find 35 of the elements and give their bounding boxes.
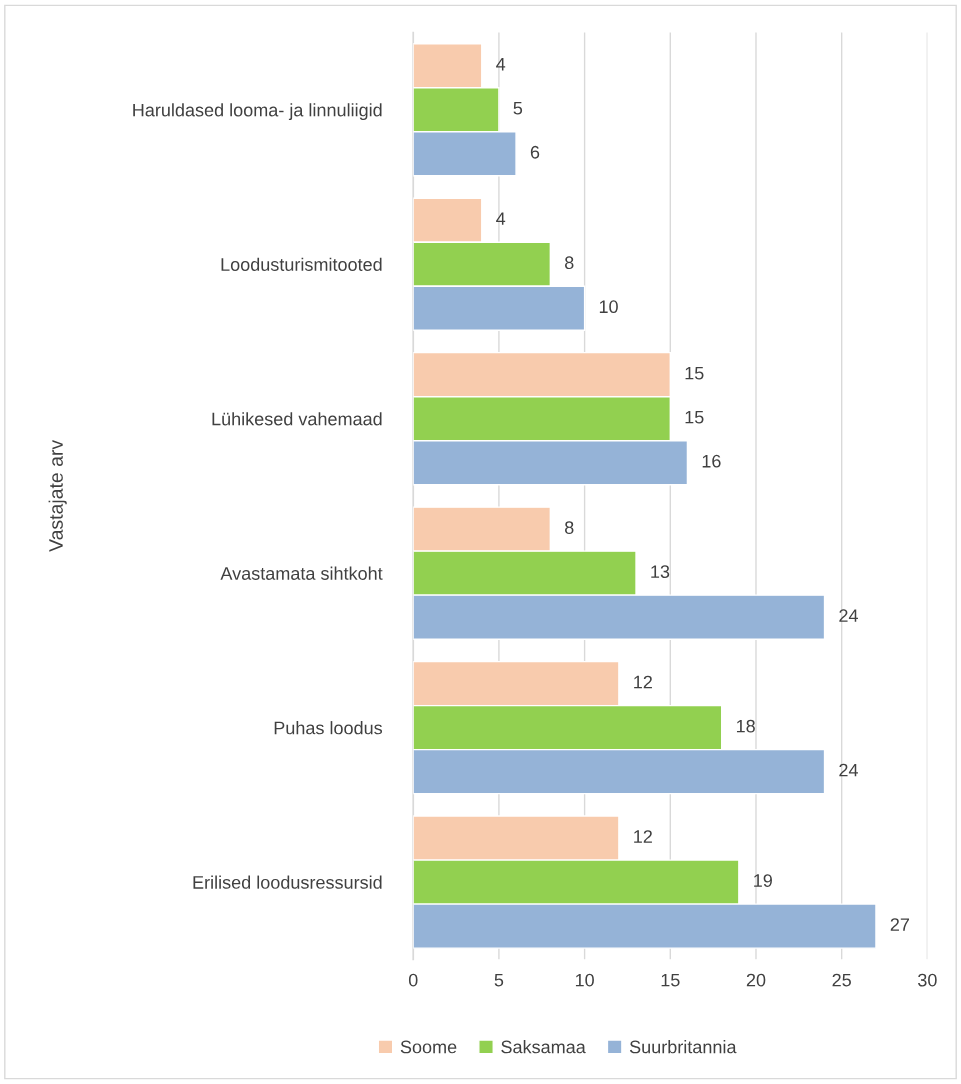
y-tick-label: Puhas loodus xyxy=(274,721,383,735)
data-label: 6 xyxy=(530,145,540,159)
data-label: 24 xyxy=(839,609,858,622)
data-label: 12 xyxy=(634,675,652,689)
x-tick-label: 5 xyxy=(494,973,504,987)
x-tick-label: 0 xyxy=(408,973,418,987)
x-tick-label: 25 xyxy=(832,973,851,987)
data-label: 13 xyxy=(651,565,670,579)
legend-label: Saksamaa xyxy=(501,1040,586,1054)
data-label: 15 xyxy=(685,366,704,380)
x-tick-label: 30 xyxy=(918,973,937,987)
x-tick-label: 20 xyxy=(746,973,766,987)
x-tick-label: 15 xyxy=(661,973,680,987)
y-axis-title: Vastajate arv xyxy=(48,439,67,552)
y-tick-label: Erilised loodusressursid xyxy=(193,875,382,889)
y-tick-label: Avastamata sihtkoht xyxy=(220,566,383,580)
data-label: 18 xyxy=(736,719,755,733)
x-tick-label: 10 xyxy=(575,973,594,987)
data-label: 4 xyxy=(496,57,506,71)
data-label: 4 xyxy=(496,212,506,225)
data-label: 15 xyxy=(685,410,704,424)
y-tick-label: Haruldased looma- ja linnuliigid xyxy=(133,103,382,121)
legend-label: Soome xyxy=(400,1040,457,1054)
data-label: 19 xyxy=(754,874,772,887)
data-label: 27 xyxy=(890,918,910,931)
data-label: 10 xyxy=(599,300,618,314)
data-label: 5 xyxy=(513,102,523,115)
data-label: 12 xyxy=(634,830,652,843)
data-label: 8 xyxy=(565,521,574,534)
y-tick-label: Loodusturismitooted xyxy=(221,257,382,271)
legend-label: Suurbritannia xyxy=(629,1040,737,1054)
data-label: 24 xyxy=(839,763,858,777)
data-label: 16 xyxy=(702,454,721,468)
y-tick-label: Lühikesed vahemaad xyxy=(212,412,382,426)
data-label: 8 xyxy=(565,256,574,270)
